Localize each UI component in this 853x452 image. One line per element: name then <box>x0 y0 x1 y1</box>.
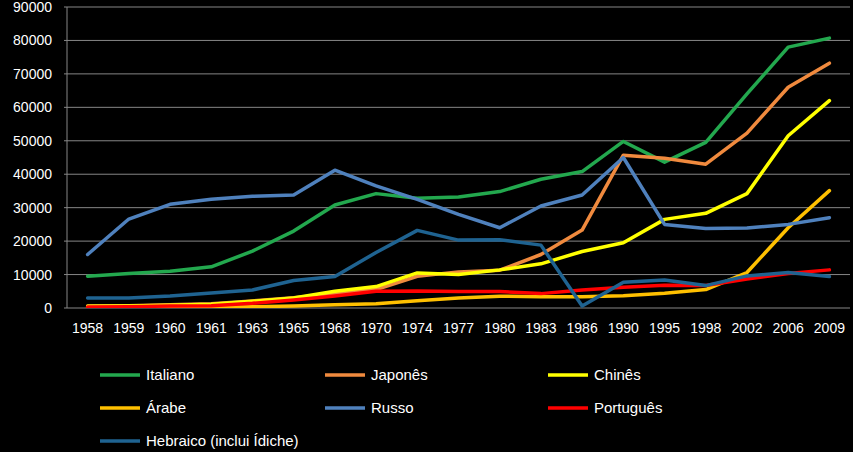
x-tick-label: 1974 <box>402 320 433 336</box>
x-tick-label: 1983 <box>525 320 556 336</box>
x-tick-label: 1998 <box>690 320 721 336</box>
series-line <box>88 63 830 306</box>
x-tick-label: 1977 <box>443 320 474 336</box>
x-tick-label: 1995 <box>649 320 680 336</box>
x-tick-label: 1960 <box>154 320 185 336</box>
grid-line <box>64 7 850 8</box>
legend-swatch <box>325 406 365 410</box>
x-tick-label: 1959 <box>113 320 144 336</box>
series-line <box>88 270 830 307</box>
legend-label: Hebraico (inclui Ídiche) <box>146 432 299 449</box>
legend-label: Português <box>594 399 662 416</box>
grid-line <box>64 174 850 175</box>
grid-line <box>64 107 850 108</box>
y-tick-label: 50000 <box>13 133 52 149</box>
y-tick-label: 40000 <box>13 166 52 182</box>
legend-swatch <box>100 439 140 443</box>
grid-line <box>64 207 850 208</box>
legend-label: Árabe <box>146 399 186 416</box>
y-tick-label: 70000 <box>13 66 52 82</box>
x-tick-label: 1986 <box>567 320 598 336</box>
x-tick-label: 1961 <box>196 320 227 336</box>
grid-line <box>64 140 850 141</box>
x-tick-label: 1980 <box>484 320 515 336</box>
x-tick-label: 2002 <box>731 320 762 336</box>
y-tick-label: 0 <box>44 300 52 316</box>
x-tick-label: 2006 <box>773 320 804 336</box>
x-axis: 1958 1959 1960 1961 1963 1965 1968 1970 1974 1977… <box>72 320 845 336</box>
legend-label: Russo <box>371 399 414 416</box>
legend-swatch <box>100 373 140 377</box>
x-tick-label: 1990 <box>608 320 639 336</box>
y-tick-label: 10000 <box>13 267 52 283</box>
y-tick-label: 60000 <box>13 99 52 115</box>
series-line <box>88 230 830 306</box>
y-tick-label: 80000 <box>13 32 52 48</box>
grid-line <box>64 40 850 41</box>
x-tick-label: 1968 <box>319 320 350 336</box>
chart: 0 10000 20000 30000 40000 50000 60000 70000 8000… <box>0 0 853 452</box>
y-tick-label: 20000 <box>13 233 52 249</box>
plot-area <box>88 38 830 308</box>
legend-swatch <box>548 373 588 377</box>
background <box>0 0 853 452</box>
y-tick-label: 90000 <box>13 0 52 15</box>
y-tick-label: 30000 <box>13 200 52 216</box>
legend-label: Japonês <box>371 366 428 383</box>
x-tick-label: 1963 <box>237 320 268 336</box>
legend-swatch <box>100 406 140 410</box>
x-tick-label: 1970 <box>361 320 392 336</box>
legend: Italiano Japonês Chinês Árabe Russo Português… <box>100 366 662 449</box>
series-line <box>88 101 830 307</box>
grid-line <box>64 73 850 74</box>
legend-swatch <box>548 406 588 410</box>
x-tick-label: 1965 <box>278 320 309 336</box>
y-axis-line <box>67 7 68 308</box>
legend-label: Italiano <box>146 366 194 383</box>
x-tick-label: 2009 <box>814 320 845 336</box>
y-axis: 0 10000 20000 30000 40000 50000 60000 70000 8000… <box>13 0 850 316</box>
x-tick-label: 1958 <box>72 320 103 336</box>
series-line <box>88 191 830 308</box>
legend-swatch <box>325 373 365 377</box>
legend-label: Chinês <box>594 366 641 383</box>
